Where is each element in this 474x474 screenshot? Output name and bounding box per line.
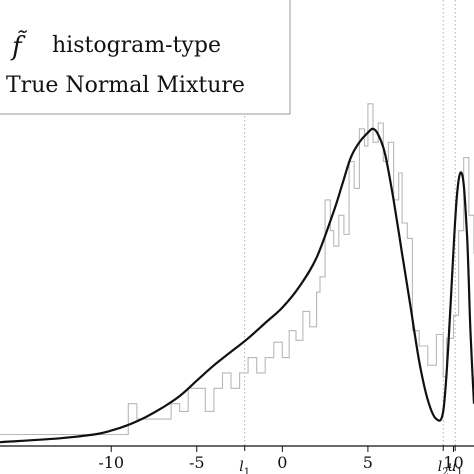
marker-label-l1: l1 — [239, 459, 250, 474]
x-tick-label: -10 — [98, 453, 124, 472]
marker-label-l2: l2 — [438, 459, 449, 474]
x-tick-label: 5 — [363, 453, 373, 472]
series-line-histogram — [0, 103, 474, 436]
x-tick-label: 0 — [277, 453, 287, 472]
series-line-mixture — [0, 127, 474, 444]
legend-label-histogram: histogram-type — [52, 33, 221, 58]
legend-label-mixture: True Normal Mixture — [6, 73, 245, 98]
legend: f̃ histogram-type True Normal Mixture — [0, 0, 291, 115]
marker-label-u1: u1 — [447, 459, 462, 474]
x-tick-label: -5 — [189, 453, 205, 472]
legend-box — [0, 0, 291, 115]
x-axis: -10 -5 0 5 10 — [0, 445, 474, 472]
x-tick-label: 10 — [443, 453, 463, 472]
series-layer — [0, 103, 474, 444]
